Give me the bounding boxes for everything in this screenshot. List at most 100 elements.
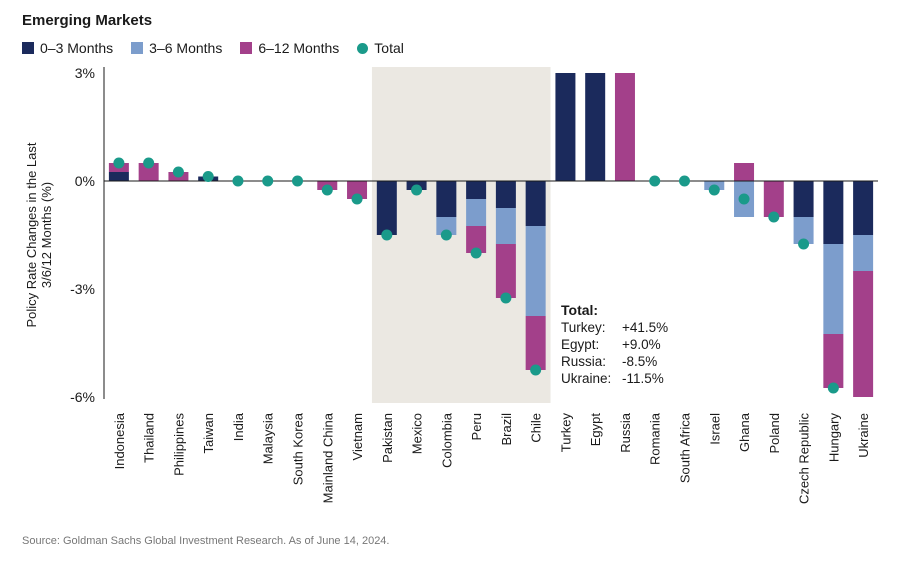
bar-6-12-months-peru [466, 226, 487, 253]
bar-3-6-months-brazil [495, 208, 516, 244]
total-dot-romania [649, 175, 661, 187]
bar-0-3-months-egypt [585, 73, 606, 181]
legend-item-3-6-months: 3–6 Months [131, 40, 222, 56]
x-tick-label-hungary: Hungary [826, 413, 841, 463]
legend-item-0-3-months: 0–3 Months [22, 40, 113, 56]
x-tick-label-egypt: Egypt [588, 413, 603, 447]
total-dot-thailand [143, 157, 155, 169]
legend-swatch-6-12-months [240, 42, 253, 54]
total-dot-chile [530, 364, 542, 376]
x-tick-label-peru: Peru [469, 413, 484, 440]
bar-6-12-months-russia [614, 73, 635, 181]
annotation-title: Total: [561, 302, 598, 318]
highlight-region [371, 67, 551, 403]
legend-label-6-12-months: 6–12 Months [258, 40, 340, 56]
total-dot-mainland-china [321, 184, 333, 196]
total-dot-vietnam [351, 193, 363, 205]
x-tick-label-mexico: Mexico [410, 413, 425, 454]
x-tick-label-philippines: Philippines [171, 413, 186, 476]
x-tick-label-brazil: Brazil [499, 413, 514, 446]
x-tick-label-mainland-china: Mainland China [320, 412, 335, 503]
bar-3-6-months-peru [466, 199, 487, 226]
bar-6-12-months-ukraine [853, 271, 874, 397]
bar-6-12-months-chile [525, 316, 546, 370]
annotation-country: Russia: [561, 354, 606, 369]
annotation-value: +9.0% [622, 337, 661, 352]
annotation-value: -11.5% [622, 371, 664, 386]
annotation-country: Ukraine: [561, 371, 611, 386]
bar-6-12-months-vietnam [347, 181, 368, 199]
x-tick-label-south-africa: South Africa [678, 412, 693, 483]
x-tick-label-ukraine: Ukraine [856, 413, 871, 458]
x-tick-label-taiwan: Taiwan [201, 413, 216, 453]
annotation-country: Turkey: [561, 320, 606, 335]
total-dot-taiwan [202, 171, 214, 182]
y-tick-label: -6% [70, 389, 95, 405]
bar-6-12-months-poland [763, 181, 784, 217]
bar-3-6-months-ukraine [853, 235, 874, 271]
bar-0-3-months-hungary [823, 181, 844, 244]
bar-3-6-months-czech-republic [793, 217, 814, 244]
annotation-value: -8.5% [622, 354, 657, 369]
bar-0-3-months-brazil [495, 181, 516, 208]
bar-6-12-months-ghana [734, 163, 755, 181]
legend-dot-total [357, 42, 369, 54]
y-tick-label: -3% [70, 281, 95, 297]
x-tick-label-ghana: Ghana [737, 412, 752, 452]
total-dot-poland [768, 211, 780, 223]
legend-swatch-0-3-months [22, 42, 34, 54]
legend-label-3-6-months: 3–6 Months [149, 40, 223, 56]
x-tick-label-turkey: Turkey [558, 413, 573, 453]
x-tick-label-russia: Russia [618, 412, 633, 453]
total-dot-mexico [411, 184, 423, 196]
x-tick-label-malaysia: Malaysia [261, 412, 276, 464]
y-tick-label: 0% [75, 173, 95, 189]
legend-swatch-3-6-months [131, 42, 144, 54]
x-tick-label-chile: Chile [529, 413, 544, 443]
x-tick-label-colombia: Colombia [439, 412, 454, 468]
total-dot-peru [470, 247, 482, 259]
chart-title: Emerging Markets [22, 12, 153, 29]
bar-0-3-months-czech-republic [793, 181, 814, 217]
x-tick-label-pakistan: Pakistan [380, 413, 395, 463]
legend: 0–3 Months 3–6 Months 6–12 Months Total [22, 40, 404, 56]
annotation-value: +41.5% [622, 320, 668, 335]
y-axis-title-line: 3/6/12 Months (%) [39, 182, 54, 288]
legend-label-total: Total [374, 40, 404, 56]
total-dot-hungary [827, 382, 839, 394]
x-tick-label-vietnam: Vietnam [350, 413, 365, 460]
legend-item-6-12-months: 6–12 Months [240, 40, 339, 56]
total-dot-czech-republic [798, 238, 810, 250]
x-tick-label-poland: Poland [767, 413, 782, 453]
bar-0-3-months-peru [466, 181, 487, 199]
x-tick-label-india: India [231, 412, 246, 441]
total-dot-south-korea [292, 175, 303, 187]
total-dot-south-africa [679, 175, 690, 187]
bar-0-3-months-colombia [436, 181, 457, 217]
bar-0-3-months-pakistan [376, 181, 397, 235]
source-note: Source: Goldman Sachs Global Investment … [22, 535, 390, 547]
x-tick-label-thailand: Thailand [142, 413, 157, 463]
x-tick-label-indonesia: Indonesia [112, 412, 127, 469]
total-dot-malaysia [262, 175, 274, 187]
x-tick-label-czech-republic: Czech Republic [797, 413, 812, 505]
total-dot-philippines [172, 166, 184, 178]
total-dot-ghana [738, 193, 750, 205]
x-tick-label-israel: Israel [707, 413, 722, 445]
bar-6-12-months-thailand [138, 163, 159, 181]
x-tick-label-south-korea: South Korea [291, 412, 306, 485]
total-dot-israel [708, 184, 720, 196]
bar-3-6-months-chile [525, 226, 546, 316]
total-dot-pakistan [381, 229, 393, 241]
total-dot-indonesia [113, 157, 125, 169]
bar-0-3-months-ukraine [853, 181, 874, 235]
y-axis-title-line: Policy Rate Changes in the Last [24, 142, 39, 327]
bar-0-3-months-chile [525, 181, 546, 226]
y-tick-label: 3% [75, 65, 95, 81]
bar-0-3-months-turkey [555, 73, 576, 181]
bar-3-6-months-colombia [436, 217, 457, 235]
annotation-country: Egypt: [561, 337, 599, 352]
y-axis-title: Policy Rate Changes in the Last3/6/12 Mo… [24, 142, 54, 327]
bar-0-3-months-indonesia [108, 172, 129, 181]
